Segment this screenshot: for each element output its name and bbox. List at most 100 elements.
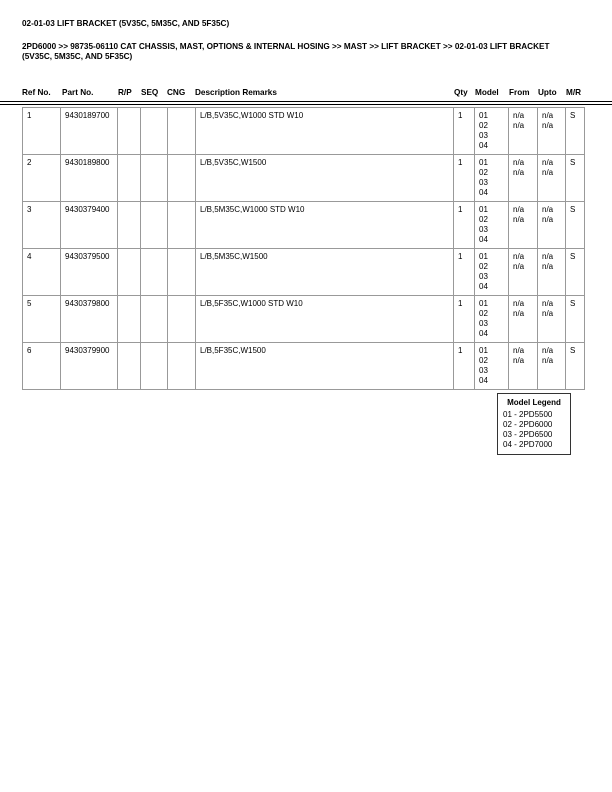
table-row: 6 9430379900 L/B,5F35C,W1500 1 01 02 03 04 n/a n/… (22, 342, 585, 390)
from-value: n/a (513, 309, 525, 318)
from-value: n/a (513, 168, 525, 177)
cell-model: 01 02 03 04 (474, 248, 509, 296)
from-value: n/a (513, 121, 525, 130)
cell-part: 9430189800 (60, 154, 118, 202)
from-value: n/a (513, 262, 525, 271)
model-value: 01 (479, 346, 488, 355)
model-value: 02 (479, 121, 488, 130)
cell-rp (117, 248, 141, 296)
cell-cng (167, 154, 196, 202)
cell-qty: 1 (453, 154, 475, 202)
from-value: n/a (513, 252, 525, 261)
column-header: Part No. (62, 88, 94, 97)
legend-item: 01 - 2PD5500 (503, 410, 553, 419)
model-value: 03 (479, 131, 488, 140)
cell-seq (140, 201, 168, 249)
cell-from: n/a n/a (508, 248, 538, 296)
upto-value: n/a (542, 121, 554, 130)
cell-cng (167, 248, 196, 296)
cell-ref: 2 (22, 154, 61, 202)
cell-seq (140, 107, 168, 155)
from-value: n/a (513, 158, 525, 167)
upto-value: n/a (542, 309, 554, 318)
model-value: 04 (479, 188, 488, 197)
column-header: From (509, 88, 530, 97)
cell-cng (167, 107, 196, 155)
parts-table: 1 9430189700 L/B,5V35C,W1000 STD W10 1 01 02 0… (22, 107, 585, 390)
model-value: 03 (479, 319, 488, 328)
cell-from: n/a n/a (508, 201, 538, 249)
column-header: Upto (538, 88, 557, 97)
table-row: 2 9430189800 L/B,5V35C,W1500 1 01 02 03 04 n/a n/… (22, 154, 585, 202)
cell-rp (117, 201, 141, 249)
upto-value: n/a (542, 356, 554, 365)
cell-upto: n/a n/a (537, 342, 566, 390)
model-value: 04 (479, 376, 488, 385)
model-value: 02 (479, 356, 488, 365)
column-header: Description Remarks (195, 88, 277, 97)
column-header: Model (475, 88, 499, 97)
table-row: 4 9430379500 L/B,5M35C,W1500 1 01 02 03 04 n/a n/… (22, 248, 585, 296)
model-value: 04 (479, 141, 488, 150)
from-value: n/a (513, 346, 525, 355)
cell-qty: 1 (453, 295, 475, 343)
cell-mr: S (565, 342, 585, 390)
cell-mr: S (565, 295, 585, 343)
cell-model: 01 02 03 04 (474, 295, 509, 343)
cell-model: 01 02 03 04 (474, 201, 509, 249)
column-header: M/R (566, 88, 582, 97)
model-value: 04 (479, 235, 488, 244)
upto-value: n/a (542, 158, 554, 167)
from-value: n/a (513, 215, 525, 224)
cell-mr: S (565, 201, 585, 249)
column-header: Ref No. (22, 88, 51, 97)
cell-qty: 1 (453, 342, 475, 390)
model-value: 02 (479, 168, 488, 177)
header-divider (0, 101, 612, 105)
legend-title: Model Legend (507, 398, 561, 407)
column-header: R/P (118, 88, 132, 97)
model-value: 01 (479, 299, 488, 308)
model-value: 01 (479, 205, 488, 214)
cell-upto: n/a n/a (537, 154, 566, 202)
table-row: 1 9430189700 L/B,5V35C,W1000 STD W10 1 01 02 0… (22, 107, 585, 155)
cell-from: n/a n/a (508, 154, 538, 202)
legend-item: 02 - 2PD6000 (503, 420, 553, 429)
cell-qty: 1 (453, 107, 475, 155)
upto-value: n/a (542, 299, 554, 308)
cell-upto: n/a n/a (537, 107, 566, 155)
model-value: 01 (479, 111, 488, 120)
model-value: 02 (479, 262, 488, 271)
model-value: 03 (479, 272, 488, 281)
cell-part: 9430379900 (60, 342, 118, 390)
model-value: 04 (479, 329, 488, 338)
column-header: Qty (454, 88, 468, 97)
cell-desc: L/B,5F35C,W1500 (195, 342, 454, 390)
cell-model: 01 02 03 04 (474, 107, 509, 155)
cell-from: n/a n/a (508, 295, 538, 343)
cell-from: n/a n/a (508, 107, 538, 155)
table-header: Ref No. Part No. R/P SEQ CNG Description Rema… (0, 88, 612, 98)
table-row: 3 9430379400 L/B,5M35C,W1000 STD W10 1 01 02 0… (22, 201, 585, 249)
cell-from: n/a n/a (508, 342, 538, 390)
cell-part: 9430379400 (60, 201, 118, 249)
model-value: 02 (479, 215, 488, 224)
legend-item: 03 - 2PD6500 (503, 430, 553, 439)
cell-upto: n/a n/a (537, 248, 566, 296)
cell-ref: 4 (22, 248, 61, 296)
from-value: n/a (513, 299, 525, 308)
upto-value: n/a (542, 168, 554, 177)
upto-value: n/a (542, 215, 554, 224)
cell-mr: S (565, 248, 585, 296)
cell-seq (140, 248, 168, 296)
cell-cng (167, 342, 196, 390)
cell-part: 9430189700 (60, 107, 118, 155)
cell-desc: L/B,5M35C,W1000 STD W10 (195, 201, 454, 249)
cell-upto: n/a n/a (537, 295, 566, 343)
upto-value: n/a (542, 262, 554, 271)
cell-cng (167, 295, 196, 343)
model-legend: Model Legend 01 - 2PD5500 02 - 2PD6000 03 … (497, 393, 571, 455)
cell-part: 9430379500 (60, 248, 118, 296)
column-header: SEQ (141, 88, 159, 97)
table-row: 5 9430379800 L/B,5F35C,W1000 STD W10 1 01 02 0… (22, 295, 585, 343)
